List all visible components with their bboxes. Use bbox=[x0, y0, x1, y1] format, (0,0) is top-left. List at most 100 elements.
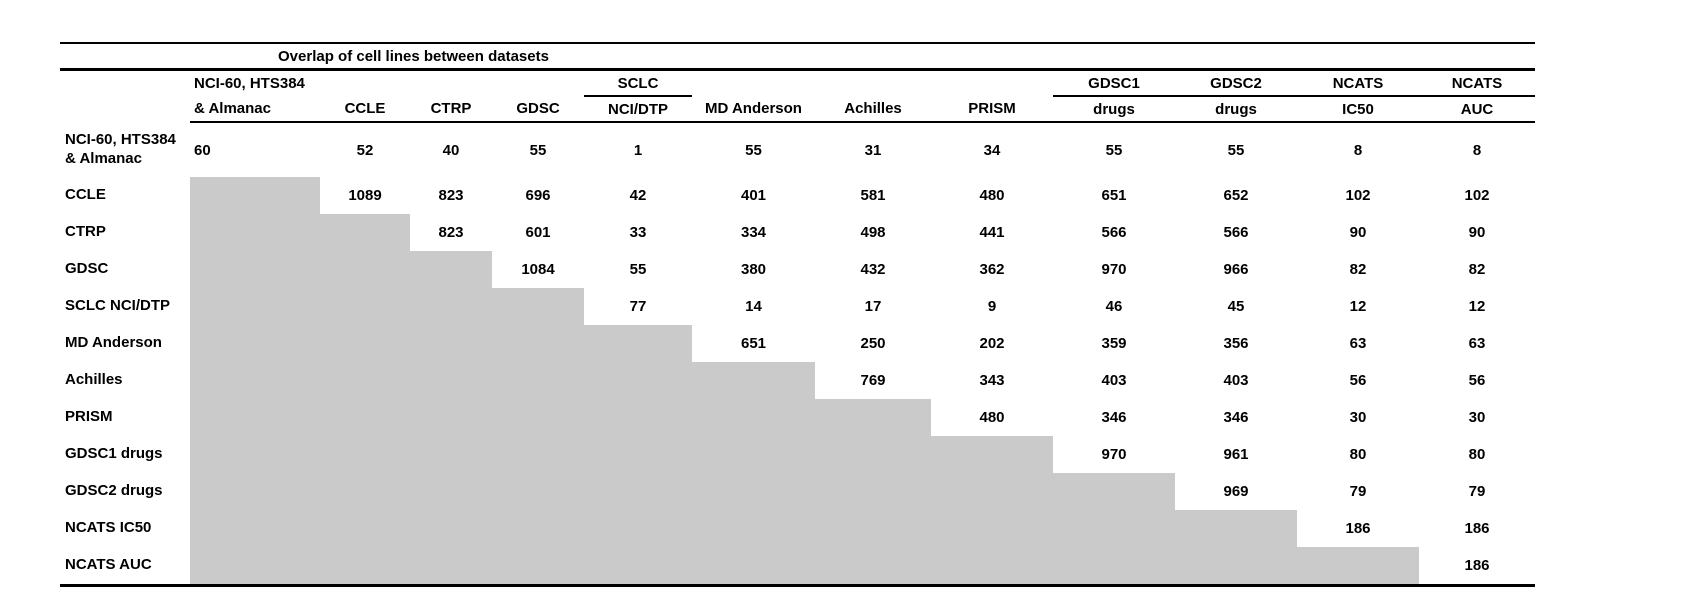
shaded-cell bbox=[320, 325, 410, 362]
overlap-value: 79 bbox=[1468, 483, 1486, 500]
overlap-value: 90 bbox=[1349, 224, 1367, 241]
overlap-value: 359 bbox=[1101, 335, 1127, 352]
overlap-value: 356 bbox=[1223, 335, 1249, 352]
overlap-value: 79 bbox=[1349, 483, 1367, 500]
col-header-group-ncats-11: NCATS bbox=[1419, 69, 1536, 97]
column-header-row: & Almanac CCLE CTRP GDSC NCI/DTP MD Anderson A… bbox=[60, 96, 1536, 123]
shaded-cell bbox=[410, 288, 492, 325]
overlap-value: 33 bbox=[629, 224, 647, 241]
shaded-cell bbox=[692, 473, 815, 510]
shaded-cell bbox=[320, 251, 410, 288]
overlap-value: 55 bbox=[1105, 141, 1123, 159]
row-label-prism: PRISM bbox=[65, 408, 113, 426]
shaded-cell bbox=[190, 325, 320, 362]
col-header-group-spacer-2 bbox=[410, 70, 492, 97]
table-row-ctrp: CTRP 823 601 33 334 498 441 566 566 90 90 bbox=[60, 214, 1535, 251]
shaded-cell bbox=[584, 362, 692, 399]
overlap-value: 56 bbox=[1349, 372, 1367, 389]
overlap-value: 403 bbox=[1223, 372, 1249, 389]
overlap-value: 56 bbox=[1468, 372, 1486, 389]
shaded-cell bbox=[584, 399, 692, 436]
overlap-value: 651 bbox=[740, 335, 767, 352]
overlap-value: 380 bbox=[740, 261, 767, 278]
shaded-cell bbox=[410, 399, 492, 436]
overlap-value: 55 bbox=[1227, 141, 1245, 159]
row-label-gdsc1-drugs: GDSC1 drugs bbox=[65, 445, 163, 463]
table-row-gdsc2-drugs: GDSC2 drugs 969 79 79 bbox=[60, 473, 1535, 510]
col-header-gdsc-3: GDSC bbox=[492, 96, 584, 123]
shaded-cell bbox=[492, 288, 584, 325]
shaded-cell bbox=[692, 547, 815, 587]
shaded-cell bbox=[1053, 473, 1175, 510]
shaded-cell bbox=[410, 547, 492, 587]
overlap-value: 63 bbox=[1349, 335, 1367, 352]
col-header-group-nci-60-hts384-0: NCI-60, HTS384 bbox=[194, 75, 305, 92]
table-row-ccle: CCLE 1089 823 696 42 401 581 480 651 652 102 102 bbox=[60, 177, 1535, 214]
col-header-achilles-6: Achilles bbox=[815, 96, 931, 123]
overlap-value: 102 bbox=[1464, 187, 1490, 204]
shaded-cell bbox=[931, 547, 1053, 587]
shaded-cell bbox=[815, 510, 931, 547]
overlap-value: 601 bbox=[525, 224, 551, 241]
overlap-value: 77 bbox=[629, 298, 647, 315]
overlap-value: 566 bbox=[1101, 224, 1127, 241]
shaded-cell bbox=[320, 510, 410, 547]
shaded-cell bbox=[410, 436, 492, 473]
overlap-value: 346 bbox=[1223, 409, 1249, 426]
overlap-value: 250 bbox=[860, 335, 886, 352]
shaded-cell bbox=[1053, 510, 1175, 547]
col-header-group-spacer-7 bbox=[931, 70, 1053, 97]
shaded-cell bbox=[410, 251, 492, 288]
overlap-value: 55 bbox=[529, 141, 547, 159]
shaded-cell bbox=[492, 473, 584, 510]
corner-spacer-bottom bbox=[60, 96, 190, 122]
row-label-ncats-ic50: NCATS IC50 bbox=[65, 519, 152, 537]
overlap-value: 696 bbox=[525, 187, 551, 204]
col-header-md-anderson-5: MD Anderson bbox=[692, 96, 815, 123]
col-header-ic50-10: IC50 bbox=[1297, 96, 1419, 123]
overlap-value: 961 bbox=[1223, 446, 1249, 463]
shaded-cell bbox=[320, 473, 410, 510]
overlap-table: Overlap of cell lines between datasets N… bbox=[60, 42, 1536, 587]
table-row-ncats-auc: NCATS AUC 186 bbox=[60, 547, 1536, 587]
corner-spacer-top bbox=[60, 70, 190, 97]
column-header-group-row: NCI-60, HTS384 SCLC GDSC1 GDSC2 NCATS NCATS bbox=[60, 69, 1536, 97]
overlap-value: 651 bbox=[1101, 187, 1127, 204]
overlap-value: 970 bbox=[1101, 261, 1127, 278]
overlap-value: 202 bbox=[979, 335, 1005, 352]
table-title: Overlap of cell lines between datasets bbox=[60, 42, 1536, 71]
shaded-cell bbox=[492, 547, 584, 587]
col-header-nci-dtp-4: NCI/DTP bbox=[584, 96, 692, 123]
table-row-sclc-nci-dtp: SCLC NCI/DTP 77 14 17 9 46 45 12 12 bbox=[60, 288, 1535, 325]
shaded-cell bbox=[1175, 547, 1297, 587]
overlap-value: 581 bbox=[860, 187, 886, 204]
col-header-group-gdsc1-8: GDSC1 bbox=[1053, 69, 1175, 97]
overlap-value: 55 bbox=[629, 261, 647, 278]
row-label-ctrp: CTRP bbox=[65, 223, 106, 241]
shaded-cell bbox=[190, 399, 320, 436]
shaded-cell bbox=[1175, 510, 1297, 547]
shaded-cell bbox=[190, 288, 320, 325]
shaded-cell bbox=[410, 473, 492, 510]
table-row-gdsc1-drugs: GDSC1 drugs 970 961 80 80 bbox=[60, 436, 1535, 473]
table-body: NCI-60, HTS384 & Almanac 60 52 40 55 1 55 31 34 5… bbox=[60, 122, 1536, 587]
overlap-value: 1 bbox=[633, 141, 643, 159]
overlap-value: 55 bbox=[745, 141, 762, 159]
shaded-cell bbox=[190, 547, 320, 587]
shaded-cell bbox=[815, 436, 931, 473]
shaded-cell bbox=[692, 362, 815, 399]
col-header-group-spacer-5 bbox=[692, 70, 815, 97]
shaded-cell bbox=[584, 473, 692, 510]
shaded-cell bbox=[931, 510, 1053, 547]
overlap-value: 346 bbox=[1101, 409, 1127, 426]
shaded-cell bbox=[190, 510, 320, 547]
overlap-value: 186 bbox=[1464, 520, 1490, 537]
overlap-value: 90 bbox=[1468, 224, 1486, 241]
col-header-auc-11: AUC bbox=[1419, 96, 1536, 123]
col-header-group-spacer-6 bbox=[815, 70, 931, 97]
overlap-value: 40 bbox=[442, 141, 460, 159]
shaded-cell bbox=[190, 362, 320, 399]
col-header-drugs-8: drugs bbox=[1053, 96, 1175, 123]
table-row-achilles: Achilles 769 343 403 403 56 56 bbox=[60, 362, 1535, 399]
overlap-value: 566 bbox=[1223, 224, 1249, 241]
